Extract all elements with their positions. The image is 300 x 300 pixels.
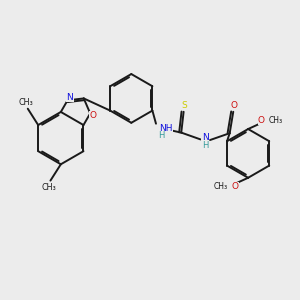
Text: O: O	[231, 101, 238, 110]
Text: S: S	[182, 101, 188, 110]
Text: CH₃: CH₃	[269, 116, 283, 124]
Text: CH₃: CH₃	[19, 98, 34, 106]
Text: H: H	[202, 142, 208, 151]
Text: N: N	[67, 93, 73, 102]
Text: NH: NH	[159, 124, 172, 133]
Text: CH₃: CH₃	[213, 182, 227, 191]
Text: O: O	[89, 111, 96, 120]
Text: N: N	[202, 134, 209, 142]
Text: O: O	[231, 182, 238, 191]
Text: H: H	[158, 131, 165, 140]
Text: O: O	[258, 116, 265, 124]
Text: CH₃: CH₃	[42, 183, 56, 192]
